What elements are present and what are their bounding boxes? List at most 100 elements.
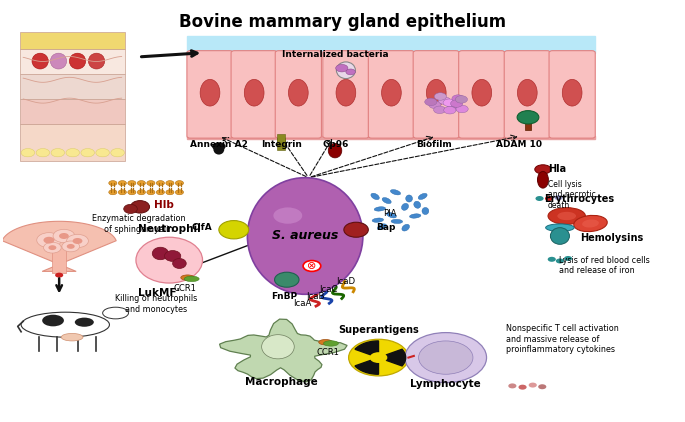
Ellipse shape (103, 307, 129, 319)
Ellipse shape (402, 224, 410, 231)
Circle shape (156, 181, 164, 186)
Text: IcaC: IcaC (319, 285, 338, 294)
Bar (52, 246, 66, 273)
Text: Cell lysis
and necrotic
death: Cell lysis and necrotic death (548, 180, 595, 210)
Circle shape (119, 181, 127, 186)
Circle shape (554, 195, 562, 200)
Text: Gp96: Gp96 (323, 140, 349, 149)
Circle shape (49, 245, 56, 250)
Ellipse shape (164, 251, 181, 261)
Ellipse shape (173, 258, 186, 268)
Ellipse shape (262, 335, 295, 359)
Ellipse shape (377, 224, 386, 230)
Circle shape (538, 384, 547, 389)
Bar (20, 99, 125, 124)
Ellipse shape (414, 201, 421, 208)
Ellipse shape (558, 212, 576, 220)
Ellipse shape (181, 275, 195, 280)
Circle shape (536, 196, 544, 201)
Bar (277, 134, 286, 146)
Bar (277, 138, 286, 150)
Ellipse shape (391, 219, 403, 224)
Text: IcaA: IcaA (294, 299, 312, 308)
FancyBboxPatch shape (275, 51, 321, 138)
Circle shape (62, 241, 79, 252)
Circle shape (166, 181, 174, 186)
Ellipse shape (288, 79, 308, 106)
Circle shape (51, 149, 64, 157)
FancyBboxPatch shape (413, 51, 460, 138)
Circle shape (346, 69, 356, 75)
Text: Superantigens: Superantigens (338, 325, 419, 335)
Circle shape (451, 100, 463, 107)
Circle shape (147, 181, 155, 186)
Text: Enzymatic degradation
of sphingomyelin: Enzymatic degradation of sphingomyelin (92, 214, 186, 234)
Ellipse shape (336, 62, 356, 78)
Ellipse shape (386, 212, 397, 218)
Circle shape (275, 272, 299, 287)
FancyBboxPatch shape (323, 51, 369, 138)
Circle shape (128, 190, 136, 195)
Circle shape (128, 181, 136, 186)
Circle shape (109, 181, 117, 186)
Circle shape (109, 190, 117, 195)
Ellipse shape (419, 193, 427, 200)
Circle shape (156, 190, 164, 195)
Text: Nonspecific T cell activation
and massive release of
proinflammatory cytokines: Nonspecific T cell activation and massiv… (506, 324, 619, 354)
Circle shape (175, 190, 184, 195)
Polygon shape (355, 341, 379, 357)
Ellipse shape (336, 79, 356, 106)
Circle shape (59, 233, 68, 239)
Text: Erythrocytes: Erythrocytes (544, 195, 614, 204)
Circle shape (405, 333, 486, 383)
Circle shape (508, 384, 516, 388)
Text: Lymphocyte: Lymphocyte (410, 379, 481, 389)
Ellipse shape (382, 197, 391, 203)
Text: CCR1: CCR1 (173, 284, 197, 293)
Ellipse shape (42, 315, 64, 326)
Text: Annexin A2: Annexin A2 (190, 140, 248, 149)
Polygon shape (2, 221, 116, 271)
Text: Neutrophil: Neutrophil (138, 224, 201, 234)
Circle shape (370, 352, 387, 363)
Bar (20, 32, 125, 49)
Ellipse shape (245, 79, 264, 106)
Ellipse shape (390, 189, 401, 195)
Circle shape (21, 149, 35, 157)
Ellipse shape (382, 79, 401, 106)
Text: Macrophage: Macrophage (245, 377, 318, 387)
Circle shape (96, 149, 110, 157)
Text: Integrin: Integrin (261, 140, 302, 149)
Ellipse shape (184, 276, 199, 281)
Circle shape (212, 142, 225, 151)
Ellipse shape (136, 237, 203, 283)
Ellipse shape (374, 207, 386, 211)
Circle shape (53, 229, 75, 243)
Circle shape (545, 196, 553, 201)
Circle shape (564, 256, 572, 261)
Circle shape (456, 105, 468, 113)
Circle shape (429, 101, 441, 108)
Circle shape (443, 99, 456, 106)
Circle shape (175, 181, 184, 186)
Circle shape (456, 96, 468, 103)
Bar (277, 142, 286, 144)
Ellipse shape (124, 204, 137, 214)
Ellipse shape (75, 318, 94, 327)
Ellipse shape (50, 53, 66, 69)
Circle shape (425, 98, 437, 106)
Text: ⊗: ⊗ (308, 260, 316, 271)
Polygon shape (355, 357, 379, 374)
Circle shape (66, 149, 79, 157)
Ellipse shape (21, 312, 110, 337)
Ellipse shape (328, 143, 342, 158)
Text: Hla: Hla (548, 163, 566, 173)
Text: S. aureus: S. aureus (272, 230, 338, 243)
Ellipse shape (406, 195, 412, 202)
Text: CCR1: CCR1 (316, 348, 339, 357)
Circle shape (36, 149, 49, 157)
Circle shape (444, 106, 456, 114)
Circle shape (43, 237, 55, 243)
Text: IcaD: IcaD (336, 277, 355, 286)
Text: ClfA: ClfA (191, 223, 212, 232)
